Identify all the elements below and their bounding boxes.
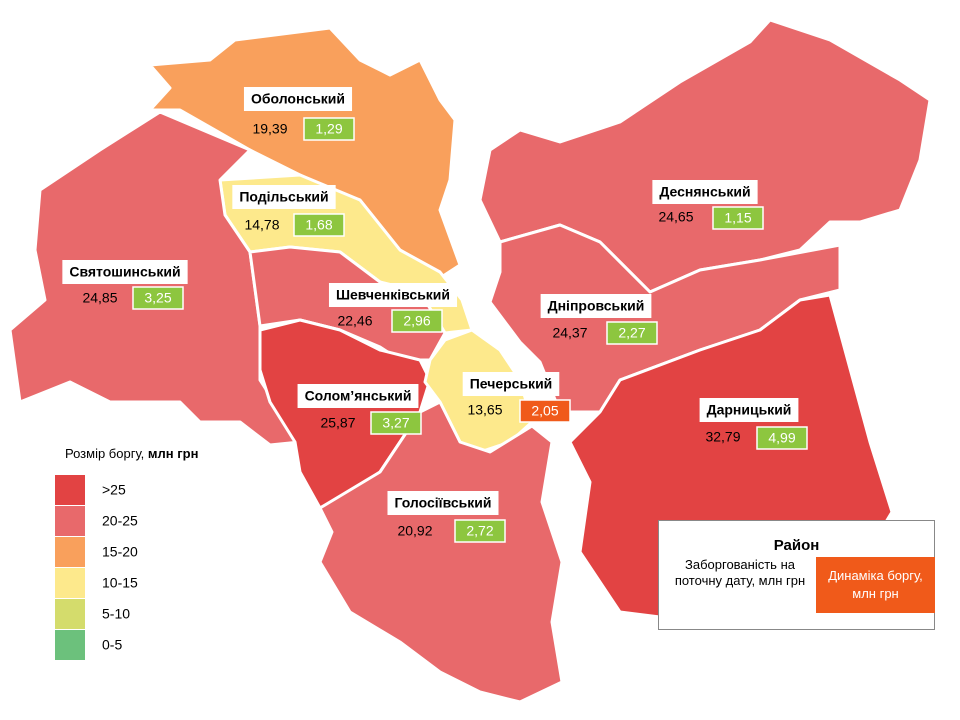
legend-swatch xyxy=(55,630,85,660)
district-change-box xyxy=(370,411,422,435)
district-name: Шевченківський xyxy=(336,287,450,303)
legend-swatch xyxy=(55,506,85,536)
legend-swatch xyxy=(55,599,85,629)
district-name: Святошинський xyxy=(69,264,180,280)
key-change-label: Динаміка боргу, млн грн xyxy=(816,557,935,613)
legend-unit: млн грн xyxy=(148,446,199,461)
district-debt: 22,46 xyxy=(337,313,372,329)
district-change-box xyxy=(712,206,764,230)
district-change-box xyxy=(756,426,808,450)
legend-swatch xyxy=(55,568,85,598)
district-debt: 19,39 xyxy=(252,121,287,137)
district-name-box xyxy=(652,180,758,204)
legend-label: 15-20 xyxy=(102,544,138,560)
legend-title: Розмір боргу, млн грн xyxy=(65,446,198,461)
legend-label: 0-5 xyxy=(102,637,122,653)
district-debt: 14,78 xyxy=(244,217,279,233)
district-name-box xyxy=(232,185,336,209)
district-change-box xyxy=(303,117,355,141)
district-name: Дарницький xyxy=(707,402,792,418)
district-name-box xyxy=(328,283,458,307)
legend-label: 5-10 xyxy=(102,606,130,622)
district-name: Солом’янський xyxy=(305,388,412,404)
district-name-box xyxy=(387,491,499,515)
district-name: Голосіївський xyxy=(394,495,491,511)
district-change: 2,72 xyxy=(466,523,493,539)
district-change: 2,96 xyxy=(403,313,430,329)
district-change: 2,05 xyxy=(531,403,558,419)
district-change: 4,99 xyxy=(768,430,795,446)
district-change-box xyxy=(391,309,443,333)
district-debt: 32,79 xyxy=(705,429,740,445)
district-change-box xyxy=(132,286,184,310)
district-name-box xyxy=(699,398,799,422)
district-debt: 20,92 xyxy=(397,523,432,539)
legend-title: Розмір боргу, xyxy=(65,446,144,461)
district-name-box xyxy=(540,294,652,318)
district-name: Оболонський xyxy=(251,91,345,107)
key-debt-label: Заборгованість на поточну дату, млн грн xyxy=(674,557,806,588)
district-debt: 24,85 xyxy=(82,290,117,306)
legend-swatch xyxy=(55,475,85,505)
district-change-box xyxy=(454,519,506,543)
district-change-box xyxy=(293,213,345,237)
district-name: Деснянський xyxy=(659,184,750,200)
district-change: 3,25 xyxy=(144,290,171,306)
district-debt: 13,65 xyxy=(467,402,502,418)
district-change: 2,27 xyxy=(618,325,645,341)
district-name-box xyxy=(243,87,353,111)
district-name-box xyxy=(297,384,419,408)
district-change: 1,68 xyxy=(305,217,332,233)
district-change-box xyxy=(606,321,658,345)
legend-swatch xyxy=(55,537,85,567)
district-debt: 25,87 xyxy=(320,415,355,431)
district-name-box xyxy=(462,372,560,396)
district-name: Дніпровський xyxy=(548,298,645,314)
district-name: Печерський xyxy=(470,376,553,392)
district-debt: 24,65 xyxy=(658,209,693,225)
key-box: Район Заборгованість на поточну дату, мл… xyxy=(658,520,935,630)
district-name-box xyxy=(62,260,188,284)
district-area xyxy=(318,400,564,704)
district-name: Подільський xyxy=(239,189,328,205)
district-debt: 24,37 xyxy=(552,325,587,341)
legend-label: 10-15 xyxy=(102,575,138,591)
legend-label: >25 xyxy=(102,482,126,498)
key-title: Район xyxy=(773,537,820,554)
district-change: 1,15 xyxy=(724,210,751,226)
legend-label: 20-25 xyxy=(102,513,138,529)
district-change-box xyxy=(519,399,571,423)
district-change: 1,29 xyxy=(315,121,342,137)
district-change: 3,27 xyxy=(382,415,409,431)
